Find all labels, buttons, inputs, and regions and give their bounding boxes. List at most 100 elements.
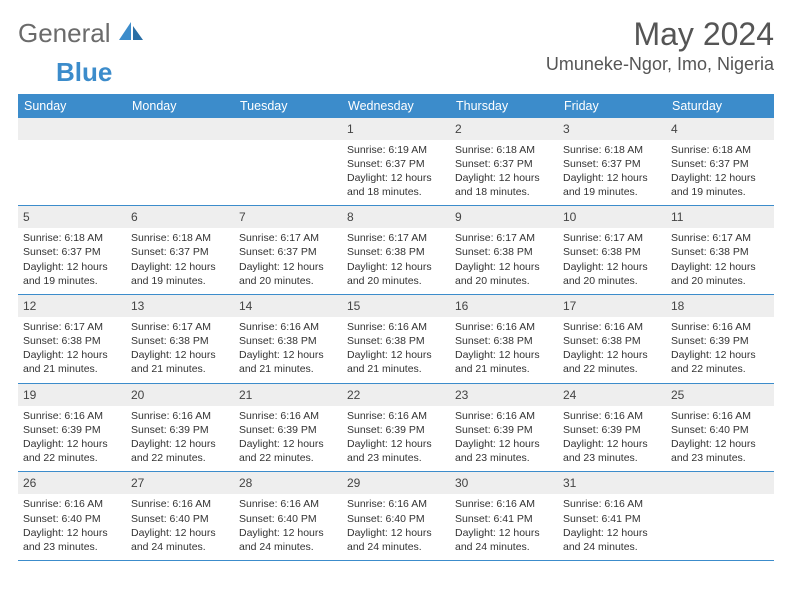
day-cell: 28Sunrise: 6:16 AMSunset: 6:40 PMDayligh… <box>234 472 342 560</box>
sunset: Sunset: 6:40 PM <box>131 512 229 526</box>
day-number: 1 <box>347 122 354 136</box>
sunrise: Sunrise: 6:18 AM <box>23 231 121 245</box>
daynum-row <box>666 472 774 494</box>
day-cell: 24Sunrise: 6:16 AMSunset: 6:39 PMDayligh… <box>558 384 666 472</box>
sunrise: Sunrise: 6:16 AM <box>563 497 661 511</box>
day-detail: Sunrise: 6:17 AMSunset: 6:38 PMDaylight:… <box>131 320 229 377</box>
week-row: 19Sunrise: 6:16 AMSunset: 6:39 PMDayligh… <box>18 384 774 473</box>
sunrise: Sunrise: 6:17 AM <box>563 231 661 245</box>
sunrise: Sunrise: 6:17 AM <box>131 320 229 334</box>
day-number: 21 <box>239 388 252 402</box>
weekday-wed: Wednesday <box>342 94 450 118</box>
day-number: 18 <box>671 299 684 313</box>
day-cell: 13 Sunrise: 6:17 AMSunset: 6:38 PMDayligh… <box>126 295 234 383</box>
daynum-row <box>234 118 342 140</box>
day-detail: Sunrise: 6:16 AMSunset: 6:39 PMDaylight:… <box>23 409 121 466</box>
day-number: 9 <box>455 210 462 224</box>
weekday-tue: Tuesday <box>234 94 342 118</box>
day-detail: Sunrise: 6:18 AMSunset: 6:37 PMDaylight:… <box>455 143 553 200</box>
daynum-row: 16 <box>450 295 558 317</box>
sunset: Sunset: 6:37 PM <box>239 245 337 259</box>
day-detail: Sunrise: 6:17 AMSunset: 6:37 PMDaylight:… <box>239 231 337 288</box>
sunset: Sunset: 6:39 PM <box>347 423 445 437</box>
daylight: Daylight: 12 hours and 20 minutes. <box>455 260 553 288</box>
daynum-row: 4 <box>666 118 774 140</box>
sunrise: Sunrise: 6:16 AM <box>239 320 337 334</box>
day-cell <box>666 472 774 560</box>
day-cell: 29Sunrise: 6:16 AMSunset: 6:40 PMDayligh… <box>342 472 450 560</box>
day-detail: Sunrise: 6:16 AMSunset: 6:38 PMDaylight:… <box>347 320 445 377</box>
daylight: Daylight: 12 hours and 22 minutes. <box>23 437 121 465</box>
daynum-row: 2 <box>450 118 558 140</box>
sunset: Sunset: 6:38 PM <box>239 334 337 348</box>
daynum-row: 18 <box>666 295 774 317</box>
daynum-row: 6 <box>126 206 234 228</box>
week-row: 1 Sunrise: 6:19 AMSunset: 6:37 PMDaylight… <box>18 118 774 207</box>
day-number: 2 <box>455 122 462 136</box>
logo-word-2: Blue <box>56 57 112 87</box>
day-detail: Sunrise: 6:17 AMSunset: 6:38 PMDaylight:… <box>347 231 445 288</box>
daynum-row: 21 <box>234 384 342 406</box>
daylight: Daylight: 12 hours and 19 minutes. <box>23 260 121 288</box>
sunrise: Sunrise: 6:16 AM <box>455 497 553 511</box>
sunrise: Sunrise: 6:16 AM <box>347 497 445 511</box>
week-row: 26Sunrise: 6:16 AMSunset: 6:40 PMDayligh… <box>18 472 774 561</box>
sunrise: Sunrise: 6:16 AM <box>563 409 661 423</box>
sunset: Sunset: 6:39 PM <box>239 423 337 437</box>
day-number: 7 <box>239 210 246 224</box>
day-cell: 3Sunrise: 6:18 AMSunset: 6:37 PMDaylight… <box>558 118 666 206</box>
day-cell: 20 Sunrise: 6:16 AMSunset: 6:39 PMDayligh… <box>126 384 234 472</box>
day-cell <box>18 118 126 206</box>
daylight: Daylight: 12 hours and 21 minutes. <box>131 348 229 376</box>
day-number: 17 <box>563 299 576 313</box>
day-number: 13 <box>131 299 144 313</box>
day-detail: Sunrise: 6:19 AMSunset: 6:37 PMDaylight:… <box>347 143 445 200</box>
day-number: 23 <box>455 388 468 402</box>
day-cell: 22Sunrise: 6:16 AMSunset: 6:39 PMDayligh… <box>342 384 450 472</box>
daylight: Daylight: 12 hours and 22 minutes. <box>131 437 229 465</box>
month-title: May 2024 <box>546 18 774 52</box>
day-cell: 17Sunrise: 6:16 AMSunset: 6:38 PMDayligh… <box>558 295 666 383</box>
day-detail: Sunrise: 6:17 AMSunset: 6:38 PMDaylight:… <box>671 231 769 288</box>
daynum-row: 29 <box>342 472 450 494</box>
sunset: Sunset: 6:38 PM <box>23 334 121 348</box>
sunrise: Sunrise: 6:16 AM <box>455 409 553 423</box>
day-cell: 30Sunrise: 6:16 AMSunset: 6:41 PMDayligh… <box>450 472 558 560</box>
day-number: 20 <box>131 388 144 402</box>
sunset: Sunset: 6:38 PM <box>563 245 661 259</box>
weekday-mon: Monday <box>126 94 234 118</box>
day-number: 25 <box>671 388 684 402</box>
daylight: Daylight: 12 hours and 20 minutes. <box>347 260 445 288</box>
day-detail: Sunrise: 6:16 AMSunset: 6:39 PMDaylight:… <box>455 409 553 466</box>
sunrise: Sunrise: 6:16 AM <box>23 497 121 511</box>
sunrise: Sunrise: 6:18 AM <box>563 143 661 157</box>
day-number: 4 <box>671 122 678 136</box>
day-cell: 19Sunrise: 6:16 AMSunset: 6:39 PMDayligh… <box>18 384 126 472</box>
daylight: Daylight: 12 hours and 19 minutes. <box>671 171 769 199</box>
sunrise: Sunrise: 6:16 AM <box>347 409 445 423</box>
day-number: 5 <box>23 210 30 224</box>
sunrise: Sunrise: 6:17 AM <box>455 231 553 245</box>
daynum-row: 14 <box>234 295 342 317</box>
day-detail: Sunrise: 6:18 AMSunset: 6:37 PMDaylight:… <box>131 231 229 288</box>
sunset: Sunset: 6:38 PM <box>455 245 553 259</box>
day-number: 6 <box>131 210 138 224</box>
daynum-row: 12 <box>18 295 126 317</box>
daynum-row: 26 <box>18 472 126 494</box>
daylight: Daylight: 12 hours and 21 minutes. <box>455 348 553 376</box>
day-detail: Sunrise: 6:16 AMSunset: 6:39 PMDaylight:… <box>131 409 229 466</box>
sunrise: Sunrise: 6:17 AM <box>347 231 445 245</box>
day-number: 24 <box>563 388 576 402</box>
sunrise: Sunrise: 6:17 AM <box>671 231 769 245</box>
day-cell: 7 Sunrise: 6:17 AMSunset: 6:37 PMDaylight… <box>234 206 342 294</box>
daylight: Daylight: 12 hours and 19 minutes. <box>563 171 661 199</box>
sunset: Sunset: 6:38 PM <box>347 334 445 348</box>
day-detail: Sunrise: 6:16 AMSunset: 6:41 PMDaylight:… <box>455 497 553 554</box>
daynum-row: 9 <box>450 206 558 228</box>
daynum-row: 15 <box>342 295 450 317</box>
day-cell: 11Sunrise: 6:17 AMSunset: 6:38 PMDayligh… <box>666 206 774 294</box>
day-cell <box>126 118 234 206</box>
sunset: Sunset: 6:41 PM <box>563 512 661 526</box>
daynum-row: 23 <box>450 384 558 406</box>
daynum-row: 10 <box>558 206 666 228</box>
